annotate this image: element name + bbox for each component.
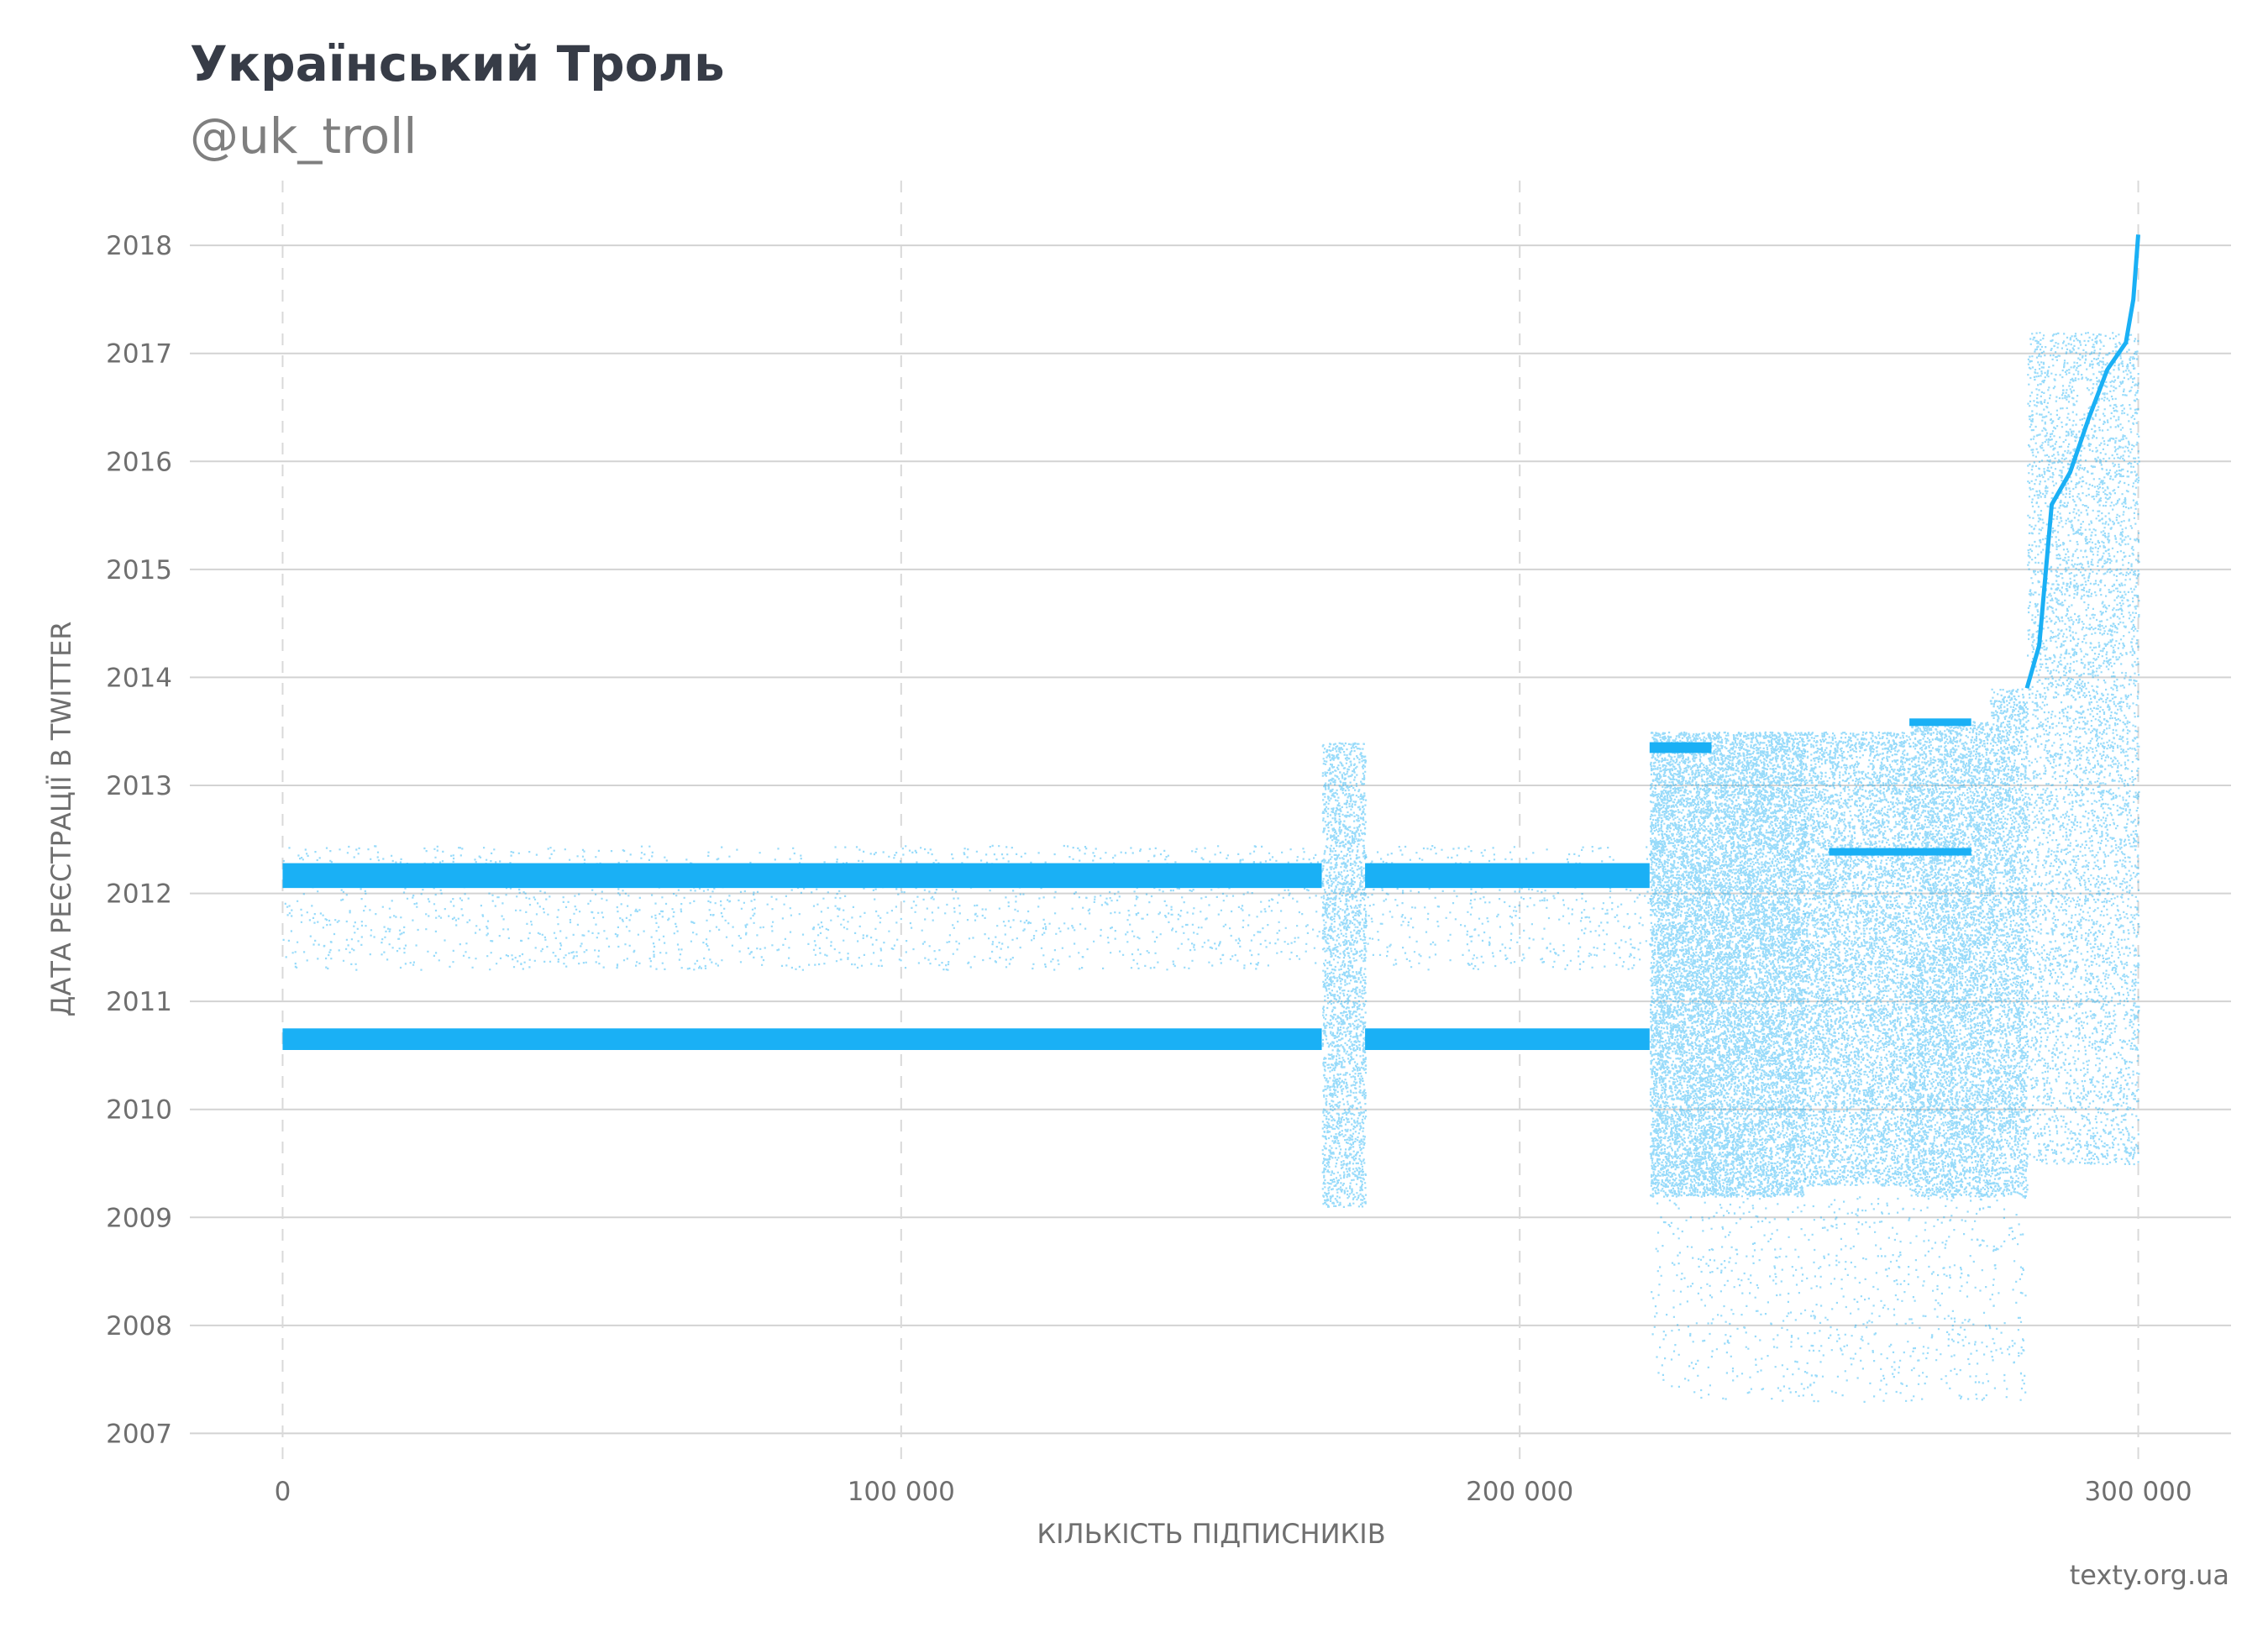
- scatter-region: [2027, 332, 2140, 1165]
- y-tick-label: 2014: [106, 663, 172, 693]
- x-axis-label: КІЛЬКІСТЬ ПІДПИСНИКІВ: [1037, 1518, 1385, 1550]
- y-tick-label: 2007: [106, 1419, 172, 1449]
- dense-band: [282, 864, 1321, 889]
- scatter-points: [1990, 689, 2029, 1198]
- scatter-region: [1322, 743, 1368, 1208]
- source-credit: texty.org.ua: [2070, 1559, 2229, 1591]
- scatter-region: [1650, 732, 1806, 1198]
- y-tick-label: 2015: [106, 555, 172, 585]
- x-tick-label: 300 000: [2084, 1477, 2192, 1507]
- dense-band: [1365, 864, 1650, 889]
- scatter-points: [1322, 743, 1368, 1208]
- scatter-points: [1804, 732, 1911, 1187]
- dense-band: [1829, 848, 1971, 856]
- x-tick-label: 200 000: [1466, 1477, 1573, 1507]
- dense-band: [282, 1028, 1321, 1050]
- scatter-region: [1651, 1196, 2026, 1403]
- dense-band: [1650, 743, 1712, 753]
- y-tick-label: 2011: [106, 987, 172, 1017]
- x-tick-label: 0: [275, 1477, 291, 1507]
- scatter-points: [1650, 732, 1806, 1198]
- y-tick-label: 2017: [106, 339, 172, 370]
- dense-band: [1909, 718, 1971, 726]
- y-tick-label: 2016: [106, 447, 172, 477]
- y-tick-label: 2010: [106, 1095, 172, 1126]
- y-tick-label: 2018: [106, 231, 172, 261]
- y-tick-label: 2013: [106, 771, 172, 801]
- grid-lines: [190, 181, 2231, 1466]
- scatter-region: [1909, 721, 1992, 1198]
- y-tick-label: 2012: [106, 879, 172, 910]
- scatter-region: [1990, 689, 2029, 1198]
- x-tick-label: 100 000: [848, 1477, 955, 1507]
- y-axis-label: ДАТА РЕЄСТРАЦІЇ В TWITTER: [45, 621, 77, 1016]
- scatter-region: [1804, 732, 1911, 1187]
- y-tick-label: 2008: [106, 1311, 172, 1341]
- dense-band: [1365, 1028, 1650, 1050]
- scatter-points: [1651, 1196, 2026, 1403]
- scatter-points: [2027, 332, 2140, 1165]
- y-tick-label: 2009: [106, 1203, 172, 1233]
- data-points: [282, 234, 2139, 1403]
- scatter-points: [1909, 721, 1992, 1198]
